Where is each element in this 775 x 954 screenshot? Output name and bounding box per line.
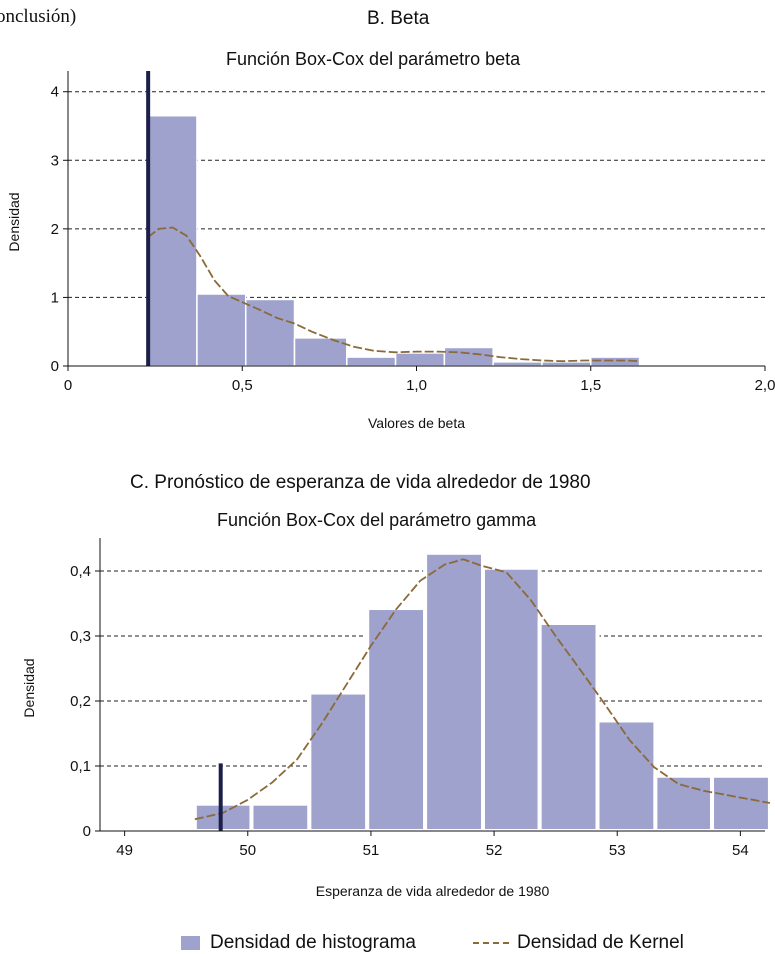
y-tick-label: 0,2 (70, 693, 91, 710)
y-tick-label: 2 (51, 221, 59, 238)
kernel-line-icon (473, 942, 509, 944)
x-tick-label: 0 (64, 377, 72, 394)
histogram-bar (307, 690, 370, 833)
panel-b-subtitle: Función Box-Cox del parámetro beta (226, 49, 521, 69)
x-tick-label: 52 (486, 842, 503, 859)
y-tick-label: 3 (51, 152, 59, 169)
x-axis-label: Valores de beta (368, 415, 465, 431)
histogram-swatch-icon (181, 936, 200, 950)
histogram-bar (196, 293, 247, 367)
x-tick-label: 50 (239, 842, 256, 859)
x-tick-label: 0,5 (232, 377, 253, 394)
histogram-bar (249, 801, 312, 834)
histogram-bar (365, 606, 428, 833)
y-tick-label: 0,1 (70, 758, 91, 775)
histogram-bar (480, 565, 542, 833)
legend-kernel-label: Densidad de Kernel (517, 932, 684, 953)
x-tick-label: 49 (116, 842, 133, 859)
panel-b-title: B. Beta (367, 8, 430, 29)
x-tick-label: 54 (732, 842, 749, 859)
histogram-bar (710, 773, 772, 833)
histogram-bar (537, 621, 600, 833)
histogram-bar (244, 298, 296, 367)
kernel-density-line (147, 226, 640, 363)
legend-histogram: Densidad de histograma (181, 932, 416, 954)
histogram-bar (293, 337, 348, 367)
y-axis-label: Densidad (21, 658, 37, 717)
x-tick-label: 53 (609, 842, 626, 859)
y-tick-label: 4 (51, 84, 59, 101)
legend-histogram-label: Densidad de histograma (210, 932, 416, 953)
x-tick-label: 51 (363, 842, 380, 859)
histogram-bar (595, 718, 658, 833)
histogram-bar (423, 550, 485, 833)
legend-kernel: Densidad de Kernel (473, 932, 684, 954)
y-tick-label: 0,4 (70, 563, 91, 580)
kernel-density-line (194, 558, 771, 821)
histogram-bar (653, 773, 715, 833)
y-tick-label: 0 (51, 358, 59, 375)
panel-c-title: C. Pronóstico de esperanza de vida alred… (130, 472, 591, 493)
panel-c-subtitle: Función Box-Cox del parámetro gamma (217, 510, 537, 530)
beta-histogram-chart: 0 1 2 3 4 0 0,5 1,0 1,5 2,0 Valores de beta Densida… (6, 71, 775, 431)
y-tick-label: 1 (51, 289, 59, 306)
x-axis-label: Esperanza de vida alrededor de 1980 (316, 883, 550, 899)
continuation-note: onclusión) (0, 6, 77, 27)
y-tick-label: 0,3 (70, 628, 91, 645)
x-tick-label: 2,0 (755, 377, 775, 394)
y-tick-label: 0 (83, 823, 91, 840)
y-axis-label: Densidad (6, 192, 22, 251)
x-tick-label: 1,0 (406, 377, 427, 394)
x-tick-label: 1,5 (580, 377, 601, 394)
